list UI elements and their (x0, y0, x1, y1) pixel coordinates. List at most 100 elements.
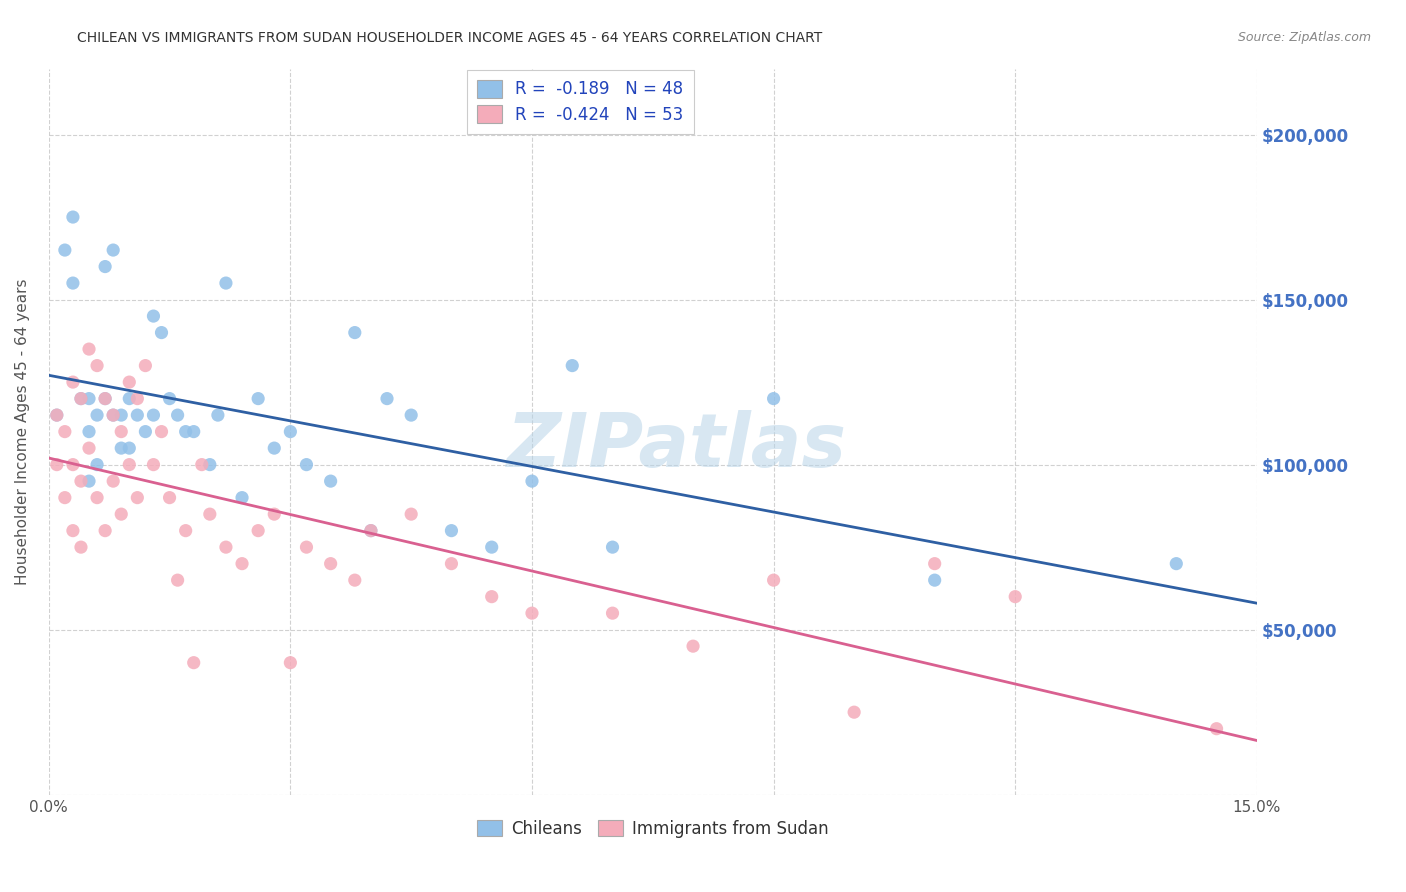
Point (77, 474, 100, 488)
Point (762, 392, 785, 406)
Point (1004, 590, 1026, 604)
Point (86, 491, 108, 505)
Point (231, 491, 253, 505)
Point (127, 491, 149, 505)
Point (77, 392, 100, 406)
Point (101, 474, 124, 488)
Point (127, 408, 149, 422)
Point (142, 458, 165, 472)
Point (319, 557, 342, 571)
Point (520, 474, 543, 488)
Point (110, 425, 132, 439)
Point (399, 408, 422, 422)
Text: Source: ZipAtlas.com: Source: ZipAtlas.com (1237, 31, 1371, 45)
Point (166, 573, 188, 587)
Point (295, 540, 318, 554)
Point (94, 524, 117, 538)
Point (118, 375, 141, 389)
Point (142, 309, 165, 323)
Point (53, 491, 76, 505)
Point (215, 276, 238, 290)
Point (207, 408, 229, 422)
Point (101, 243, 124, 257)
Text: CHILEAN VS IMMIGRANTS FROM SUDAN HOUSEHOLDER INCOME AGES 45 - 64 YEARS CORRELATI: CHILEAN VS IMMIGRANTS FROM SUDAN HOUSEHO… (77, 31, 823, 45)
Point (53, 243, 76, 257)
Point (924, 573, 946, 587)
Point (70, 392, 93, 406)
Y-axis label: Householder Income Ages 45 - 64 years: Householder Income Ages 45 - 64 years (15, 278, 30, 585)
Point (45, 408, 67, 422)
Point (183, 425, 205, 439)
Point (280, 656, 302, 670)
Point (440, 557, 463, 571)
Point (110, 408, 132, 422)
Point (602, 606, 624, 620)
Point (94, 260, 117, 274)
Point (191, 458, 214, 472)
Point (842, 705, 865, 719)
Point (1166, 557, 1188, 571)
Point (295, 458, 318, 472)
Point (62, 524, 84, 538)
Point (70, 474, 93, 488)
Point (247, 392, 270, 406)
Point (198, 507, 221, 521)
Point (118, 392, 141, 406)
Point (231, 557, 253, 571)
Point (127, 392, 149, 406)
Point (118, 458, 141, 472)
Point (45, 458, 67, 472)
Point (166, 408, 188, 422)
Point (183, 656, 205, 670)
Point (150, 326, 173, 340)
Point (77, 441, 100, 455)
Point (110, 507, 132, 521)
Point (682, 639, 704, 653)
Point (247, 524, 270, 538)
Point (101, 408, 124, 422)
Point (77, 425, 100, 439)
Point (375, 392, 398, 406)
Point (343, 573, 366, 587)
Point (62, 375, 84, 389)
Point (399, 507, 422, 521)
Point (174, 425, 197, 439)
Point (198, 458, 221, 472)
Text: ZIPatlas: ZIPatlas (508, 409, 846, 483)
Point (159, 491, 181, 505)
Point (159, 392, 181, 406)
Point (70, 540, 93, 554)
Point (150, 425, 173, 439)
Point (86, 458, 108, 472)
Point (263, 441, 285, 455)
Point (53, 425, 76, 439)
Point (118, 441, 141, 455)
Point (924, 557, 946, 571)
Point (101, 408, 124, 422)
Point (62, 458, 84, 472)
Point (77, 342, 100, 356)
Point (360, 524, 382, 538)
Point (174, 524, 197, 538)
Point (94, 392, 117, 406)
Point (481, 590, 503, 604)
Point (762, 573, 785, 587)
Point (520, 606, 543, 620)
Point (343, 326, 366, 340)
Point (1205, 722, 1227, 736)
Point (94, 392, 117, 406)
Point (215, 540, 238, 554)
Point (360, 524, 382, 538)
Legend: Chileans, Immigrants from Sudan: Chileans, Immigrants from Sudan (471, 814, 835, 845)
Point (319, 474, 342, 488)
Point (62, 276, 84, 290)
Point (134, 425, 156, 439)
Point (280, 425, 302, 439)
Point (70, 392, 93, 406)
Point (602, 540, 624, 554)
Point (481, 540, 503, 554)
Point (45, 408, 67, 422)
Point (134, 359, 156, 373)
Point (561, 359, 583, 373)
Point (263, 507, 285, 521)
